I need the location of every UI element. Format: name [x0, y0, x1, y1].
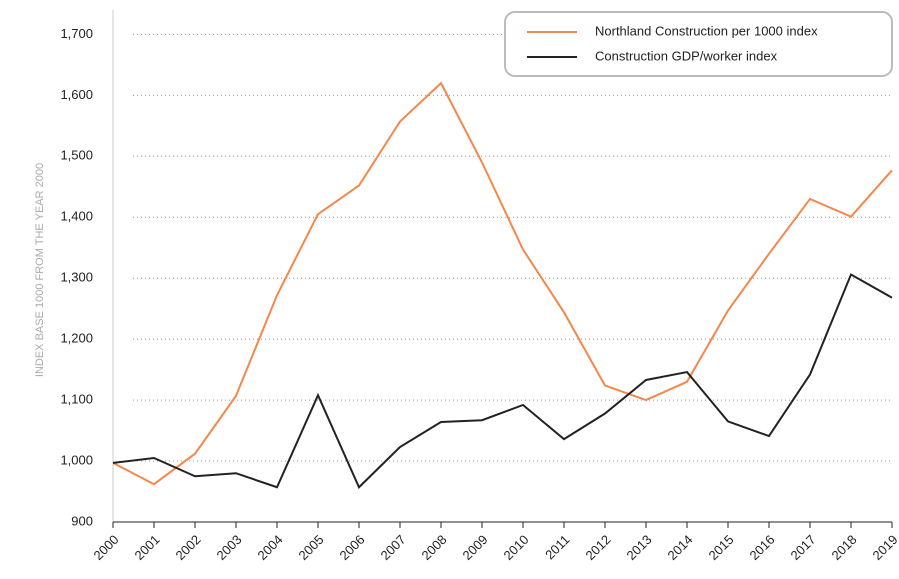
- x-tick-label: 2013: [623, 532, 654, 563]
- y-axis-label: INDEX BASE 1000 FROM THE YEAR 2000: [34, 163, 46, 377]
- legend-label: Northland Construction per 1000 index: [595, 23, 818, 38]
- x-tick-label: 2009: [459, 532, 490, 563]
- x-tick-label: 2010: [500, 532, 531, 563]
- x-tick-label: 2016: [746, 532, 777, 563]
- x-tick-label: 2005: [295, 532, 326, 563]
- x-tick-label: 2002: [172, 532, 203, 563]
- y-tick-label: 1,400: [60, 209, 93, 224]
- x-tick-label: 2003: [213, 532, 244, 563]
- x-tick-label: 2017: [787, 532, 818, 563]
- x-tick-label: 2012: [582, 532, 613, 563]
- legend-box: [504, 11, 893, 77]
- x-tick-label: 2015: [705, 532, 736, 563]
- x-tick-label: 2018: [828, 532, 859, 563]
- x-tick-label: 2011: [542, 532, 572, 562]
- line-series: [112, 273, 893, 489]
- y-tick-label: 1,100: [60, 392, 93, 407]
- x-tick-label: 2008: [418, 532, 449, 563]
- x-tick-label: 2004: [254, 532, 285, 563]
- y-tick-label: 900: [71, 513, 93, 528]
- y-tick-label: 1,500: [60, 148, 93, 163]
- y-tick-label: 1,600: [60, 87, 93, 102]
- x-tick-label: 2000: [90, 532, 121, 563]
- y-tick-label: 1,700: [60, 26, 93, 41]
- x-tick-label: 2007: [377, 532, 408, 563]
- y-tick-label: 1,200: [60, 331, 93, 346]
- x-tick-label: 2001: [131, 532, 162, 563]
- x-tick-label: 2019: [869, 532, 899, 563]
- y-tick-label: 1,000: [60, 452, 93, 467]
- x-tick-label: 2014: [664, 532, 695, 563]
- line-series: [112, 81, 893, 486]
- x-tick-label: 2006: [336, 532, 367, 563]
- y-tick-label: 1,300: [60, 270, 93, 285]
- legend-label: Construction GDP/worker index: [595, 48, 778, 63]
